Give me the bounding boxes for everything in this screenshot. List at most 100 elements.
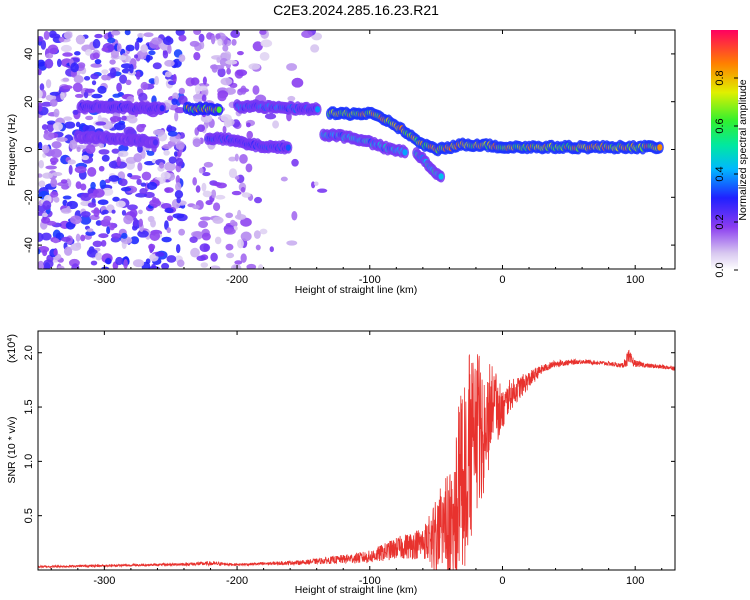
noise-blob [234,214,247,220]
noise-blob [60,179,68,184]
track-core [314,106,321,113]
noise-blob [121,232,128,239]
colorbar-tick-label: 0.6 [714,118,726,133]
noise-blob [178,87,185,95]
noise-blob [255,244,261,251]
noise-blob [62,85,73,90]
noise-blob [50,178,58,188]
noise-blob [143,32,154,38]
noise-blob [148,243,156,251]
noise-blob [129,208,138,218]
noise-blob [226,252,235,259]
spectrogram-x-tick-label: -200 [226,274,248,286]
noise-blob [260,39,273,48]
noise-blob [203,161,214,168]
noise-blob [151,263,156,269]
spectrogram-tracks [73,99,664,183]
noise-blob [38,180,46,188]
noise-blob [124,55,132,63]
noise-blob [175,157,184,167]
noise-blob [138,92,148,103]
noise-blob [228,156,237,162]
noise-blob [201,94,207,102]
noise-blob [50,161,57,166]
noise-blob [38,102,43,112]
noise-blob [178,34,187,42]
noise-blob [202,190,212,198]
noise-blob [101,74,109,81]
noise-blob [172,73,177,84]
noise-blob [101,69,109,74]
noise-blob [174,190,184,199]
noise-blob [176,196,181,204]
noise-blob [291,77,304,88]
noise-blob [109,67,117,78]
noise-blob [235,69,248,77]
noise-blob [158,162,165,169]
snr-x-tick-label: -100 [359,575,381,587]
noise-blob [160,171,171,180]
svg-text:(x104): (x104) [6,334,18,363]
noise-blob [175,30,185,37]
snr-y-tick-label: 1.0 [23,454,35,469]
snr-plot-frame [37,330,676,571]
noise-blob [92,188,105,198]
noise-blob [163,149,170,156]
noise-blob [75,181,82,190]
noise-blob [145,54,151,63]
noise-blob [115,256,124,266]
spectrogram-y-tick-label: -20 [23,189,35,205]
noise-blob [66,205,71,213]
noise-blob [140,81,149,91]
snr-x-tick-label: -200 [226,575,248,587]
noise-blob [234,260,243,265]
noise-blob [146,150,155,156]
noise-blob [75,34,86,45]
noise-blob [45,79,52,89]
noise-blob [220,77,233,86]
noise-blob [64,121,76,129]
noise-blob [72,109,79,115]
noise-blob [217,38,223,46]
snr-x-axis-label: Height of straight line (km) [295,584,418,596]
noise-blob [313,181,319,186]
noise-blob [280,176,288,182]
noise-blob [124,30,131,36]
noise-blob [60,44,72,53]
noise-blob [136,178,142,186]
noise-blob [272,120,280,129]
noise-blob [171,98,178,105]
noise-blob [154,198,160,205]
noise-blob [109,115,121,123]
noise-blob [112,196,120,202]
noise-blob [104,258,112,265]
noise-blob [140,44,149,53]
noise-blob [201,90,207,96]
noise-blob [193,93,205,103]
noise-blob [74,166,87,174]
noise-blob [38,232,44,242]
noise-blob [111,209,116,214]
spectrogram-x-tick-label: -100 [359,274,381,286]
noise-blob [41,144,50,154]
noise-blob [117,150,129,158]
noise-blob [173,151,179,157]
noise-blob [125,44,135,52]
noise-blob [136,124,145,133]
noise-blob [149,231,161,241]
noise-blob [202,76,207,85]
noise-blob [108,160,119,169]
noise-blob [51,141,62,149]
noise-blob [51,172,63,177]
noise-blob [107,37,116,44]
noise-blob [38,173,43,178]
noise-blob [199,243,211,253]
noise-blob [61,236,71,242]
noise-blob [76,146,81,153]
noise-blob [225,243,234,251]
noise-blob [94,58,102,65]
noise-blob [215,33,221,39]
noise-blob [146,181,158,190]
noise-blob [118,178,128,187]
noise-blob [164,207,174,214]
